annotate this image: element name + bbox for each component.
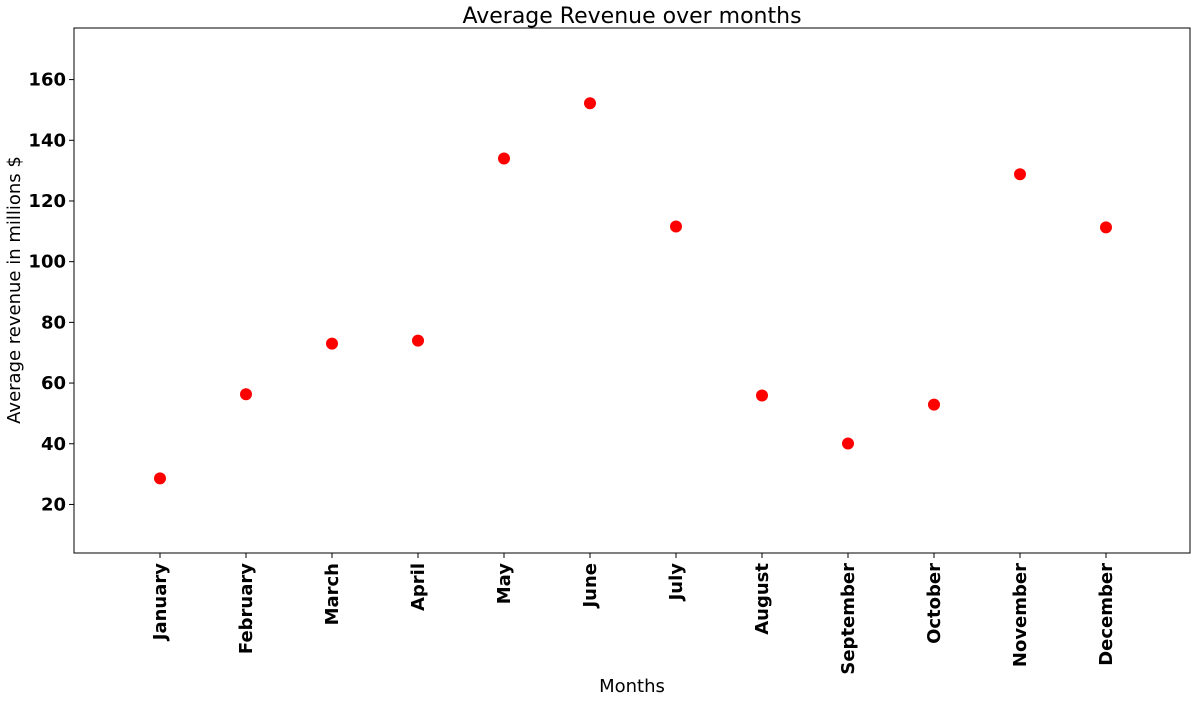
data-point	[1100, 221, 1112, 234]
data-point	[670, 220, 682, 233]
data-point	[842, 437, 854, 450]
x-tick-label: December	[1096, 563, 1117, 666]
y-tick-label: 80	[41, 312, 66, 333]
data-point	[412, 334, 424, 347]
plot-frame	[73, 27, 1191, 554]
data-point	[584, 97, 596, 110]
x-tick-label: August	[752, 563, 773, 635]
data-point	[498, 152, 510, 165]
data-point	[326, 337, 338, 350]
y-tick-label: 100	[28, 252, 66, 273]
y-axis: 20 40 60 80 100 120 140 160	[28, 70, 74, 515]
y-tick-label: 40	[41, 434, 66, 455]
data-point	[928, 398, 940, 411]
x-tick-label: October	[924, 563, 945, 644]
y-tick-label: 160	[28, 70, 66, 91]
data-points	[154, 97, 1112, 485]
x-tick-label: April	[408, 563, 429, 611]
x-tick-label: May	[494, 563, 515, 605]
y-tick-label: 20	[41, 494, 66, 515]
x-tick-label: January	[150, 563, 171, 642]
x-tick-label: June	[580, 563, 601, 610]
y-axis-label: Average revenue in millions $	[4, 156, 25, 424]
x-axis: January February March April May June July Augu…	[150, 553, 1117, 675]
x-tick-label: September	[838, 563, 859, 675]
x-tick-label: March	[322, 563, 343, 625]
chart-title: Average Revenue over months	[462, 4, 801, 29]
x-tick-label: July	[666, 563, 687, 603]
y-tick-label: 140	[28, 130, 66, 151]
x-tick-label: February	[236, 563, 257, 654]
x-tick-label: November	[1010, 563, 1031, 667]
data-point	[240, 388, 252, 401]
x-axis-label: Months	[599, 676, 665, 697]
y-tick-label: 120	[28, 191, 66, 212]
data-point	[154, 472, 166, 485]
data-point	[1014, 168, 1026, 181]
data-point	[756, 389, 768, 402]
y-tick-label: 60	[41, 373, 66, 394]
